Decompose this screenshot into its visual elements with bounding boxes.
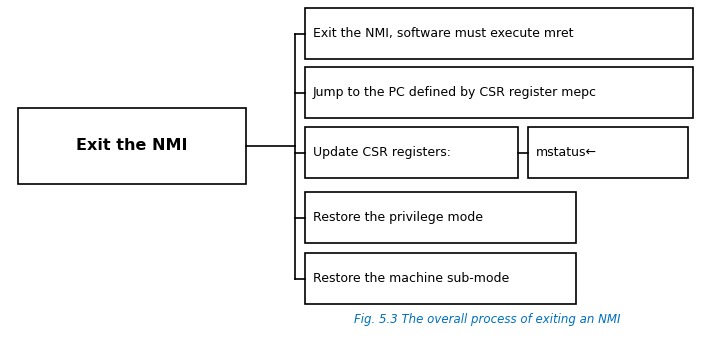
Text: Restore the privilege mode: Restore the privilege mode [313,211,483,224]
Bar [305,253,576,304]
Text: Exit the NMI: Exit the NMI [76,139,188,154]
Text: Jump to the PC defined by CSR register mepc: Jump to the PC defined by CSR register m… [313,86,597,99]
Bar [528,127,688,178]
Bar [305,127,518,178]
Text: Exit the NMI, software must execute mret: Exit the NMI, software must execute mret [313,27,573,40]
Text: Update CSR registers:: Update CSR registers: [313,146,451,159]
Bar [305,8,693,59]
Text: Restore the machine sub-mode: Restore the machine sub-mode [313,272,509,285]
Text: mstatus←: mstatus← [536,146,597,159]
Bar [305,192,576,243]
Text: Fig. 5.3 The overall process of exiting an NMI: Fig. 5.3 The overall process of exiting … [354,313,620,325]
Bar [18,108,246,184]
Bar [305,67,693,118]
